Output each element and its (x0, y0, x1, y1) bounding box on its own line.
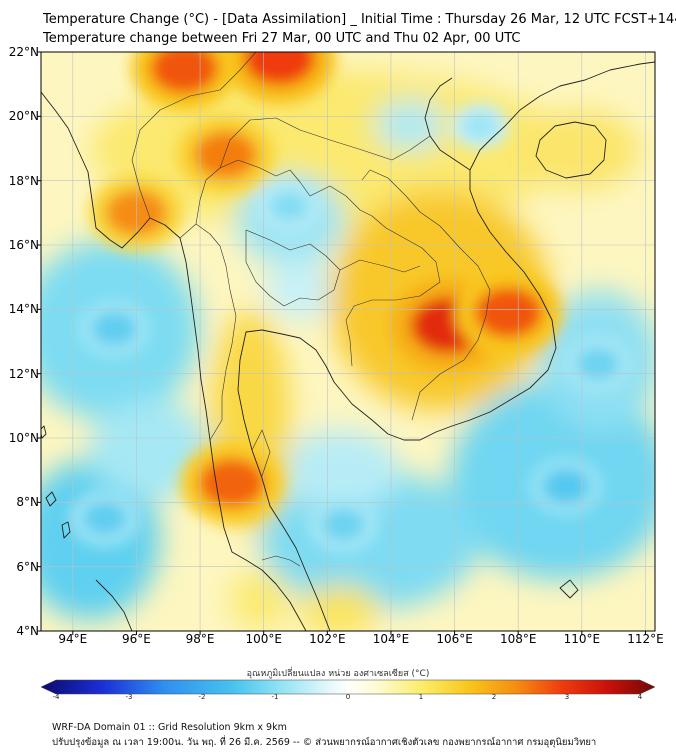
field-andaman-mid (90, 400, 210, 500)
border-mm-th-north (179, 159, 311, 239)
field-thai-central-cool (265, 260, 335, 320)
lat-label: 20°N (8, 109, 39, 124)
lat-label: 10°N (8, 431, 39, 445)
colorbar-tick-label: 4 (637, 693, 643, 701)
lon-label: 108°E (499, 632, 537, 646)
lat-label: 4°N (16, 624, 39, 638)
footer-model-info: WRF-DA Domain 01 :: Grid Resolution 9km … (52, 722, 287, 733)
borders (131, 52, 491, 567)
island-natuna (559, 579, 579, 599)
map-subtitle: Temperature change between Fri 27 Mar, 0… (43, 31, 521, 46)
coast-west (41, 91, 307, 631)
lat-label: 8°N (16, 495, 39, 510)
provinces-northeast (339, 259, 421, 273)
colorbar-label: อุณหภูมิเปลี่ยนแปลง หน่วย องศาเซลเซียส (… (246, 669, 430, 679)
coastlines (41, 61, 655, 631)
footer-credit: ปรับปรุงข้อมูล ณ เวลา 19:00น. วัน พฤ. ที… (52, 737, 597, 748)
colorbar-tick-label: 0 (345, 693, 351, 701)
map-frame (40, 51, 656, 632)
colorbar-tick-label: -3 (125, 693, 133, 701)
lon-label: 102°E (309, 632, 346, 646)
coldspot-andaman-south (81, 501, 128, 536)
lat-label: 16°N (8, 238, 39, 252)
hotspot-northern-thailand-west (194, 131, 257, 179)
lon-label: 96°E (122, 632, 151, 646)
coldspot-gulf-of-thailand (321, 508, 365, 542)
hotspot-upper-myanmar-west (150, 52, 219, 94)
lat-label: 22°N (8, 45, 39, 59)
border-th-my (261, 555, 301, 567)
hotspot-vietnam-central (474, 286, 543, 339)
field-hainan (520, 110, 640, 190)
lon-label: 98°E (185, 632, 215, 646)
provinces-central (245, 229, 341, 307)
lon-label: 106°E (436, 632, 473, 646)
hotspot-southern-thailand (198, 458, 266, 508)
colorbar (40, 679, 656, 695)
colorbar-tick-label: 3 (564, 693, 570, 701)
island-2 (61, 521, 71, 539)
coldspot-gulf-of-tonkin (461, 112, 499, 140)
colorbar-tick-label: -4 (52, 693, 60, 701)
provinces-south (251, 429, 271, 477)
axis-ticks (37, 51, 646, 635)
lat-label: 6°N (16, 559, 39, 574)
field-malaysia-warm (300, 585, 380, 631)
colorbar-bar (40, 679, 656, 695)
map-title: Temperature Change (°C) - [Data Assimila… (43, 12, 676, 27)
hotspot-upper-myanmar (243, 52, 316, 86)
colorbar-tick-label: -1 (271, 693, 279, 701)
colorbar-tick-label: -2 (198, 693, 206, 701)
coast-east (237, 61, 655, 631)
border-th-kh (345, 281, 441, 367)
colorbar-tick-label: 1 (418, 693, 424, 701)
gridlines (41, 52, 655, 631)
lon-label: 112°E (627, 632, 664, 646)
lat-label: 18°N (8, 173, 39, 188)
border-kh-vn (411, 289, 491, 421)
coldspot-andaman-sea (91, 311, 137, 346)
lat-label: 14°N (8, 302, 39, 317)
field-gulf-north (280, 430, 400, 510)
lat-label: 12°N (8, 366, 39, 381)
coast-sumatra (95, 579, 133, 631)
border-th-la (309, 185, 441, 283)
coldspot-upper-thailand-north (269, 191, 310, 222)
field-south-land (230, 570, 290, 630)
lon-label: 110°E (563, 632, 601, 646)
coldspot-south-china-sea (542, 468, 590, 504)
lon-label: 104°E (372, 632, 410, 646)
border-mm-west (131, 52, 257, 219)
island-1 (45, 491, 57, 507)
lon-label: 100°E (245, 632, 282, 646)
border-china (219, 117, 431, 169)
colorbar-tick-label: 2 (491, 693, 497, 701)
border-mm-th-west (195, 223, 237, 441)
hainan-island (535, 121, 607, 179)
lon-label: 94°E (58, 632, 88, 646)
anomaly-spots (69, 52, 632, 553)
field-layer (41, 52, 655, 631)
coldspot-vietnam-south-coast (575, 347, 620, 381)
border-la-vn (361, 169, 491, 291)
coast-tonkin (424, 77, 471, 171)
